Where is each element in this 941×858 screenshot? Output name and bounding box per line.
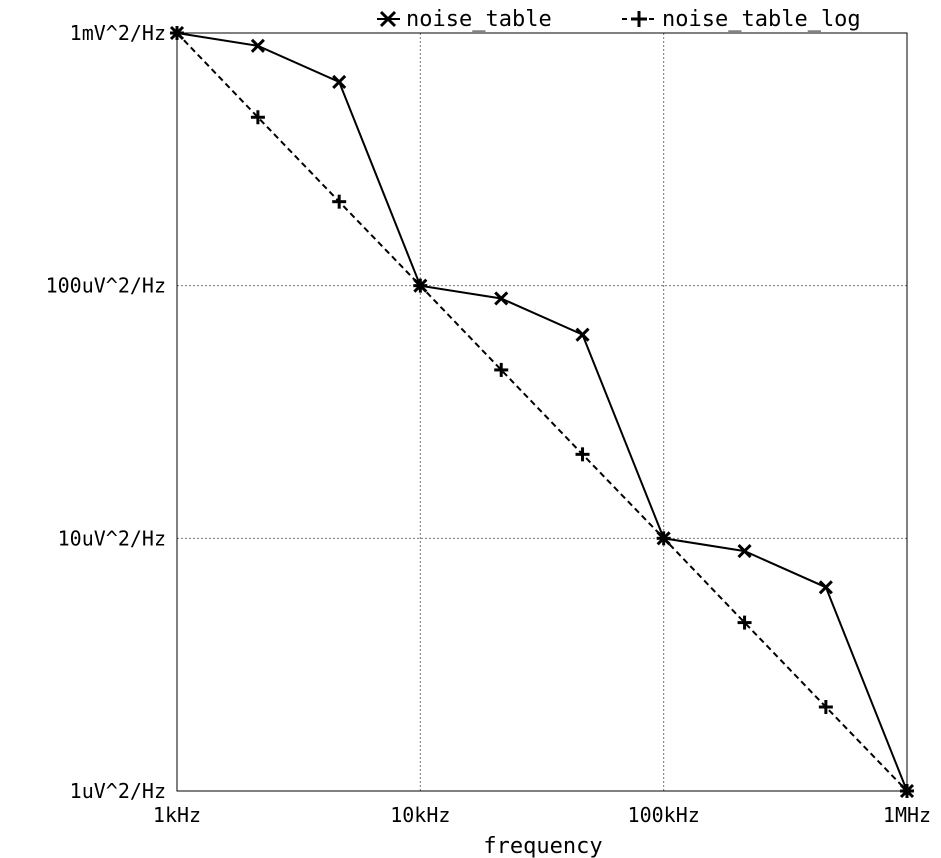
- data-point: [737, 544, 752, 559]
- data-point: [494, 291, 509, 306]
- data-point: [413, 278, 428, 293]
- data-point: [737, 615, 752, 630]
- legend-item: noise_table: [377, 7, 552, 32]
- data-point: [332, 74, 347, 90]
- y-tick-label: 100uV^2/Hz: [46, 274, 166, 298]
- data-point: [575, 327, 590, 342]
- legend-marker: [631, 11, 647, 27]
- data-point: [250, 110, 265, 125]
- data-point: [332, 194, 347, 209]
- data-point: [818, 700, 833, 715]
- legend: noise_table noise_table_log: [377, 7, 861, 32]
- plot-frame: [176, 32, 908, 792]
- y-tick-label: 1mV^2/Hz: [70, 21, 166, 45]
- x-tick-label: 1MHz: [883, 803, 931, 827]
- data-point: [250, 38, 265, 53]
- data-point: [900, 784, 914, 798]
- y-tick-label: 1uV^2/Hz: [70, 779, 166, 803]
- data-point: [656, 531, 671, 546]
- data-point: [575, 447, 590, 462]
- y-tick-label: 10uV^2/Hz: [58, 526, 166, 550]
- x-axis-label: frequency: [483, 834, 602, 858]
- x-tick-label: 100kHz: [628, 803, 700, 827]
- series-noise-table-log: [170, 26, 914, 798]
- data-point: [494, 362, 509, 377]
- data-point: [170, 26, 184, 40]
- x-tick-label: 1kHz: [153, 803, 201, 827]
- series-line: [176, 32, 908, 792]
- data-point: [818, 580, 833, 595]
- legend-marker: [379, 10, 397, 28]
- series-line: [176, 32, 908, 792]
- series-layer: [169, 25, 915, 799]
- x-tick-label: 10kHz: [390, 803, 450, 827]
- legend-label: noise_table_log: [662, 7, 861, 32]
- legend-label: noise_table: [406, 7, 552, 32]
- legend-item: noise_table_log: [622, 7, 861, 32]
- tick-labels: 1kHz 10kHz 100kHz 1MHz 1uV^2/Hz 10uV^2/Hz 100u…: [46, 21, 932, 827]
